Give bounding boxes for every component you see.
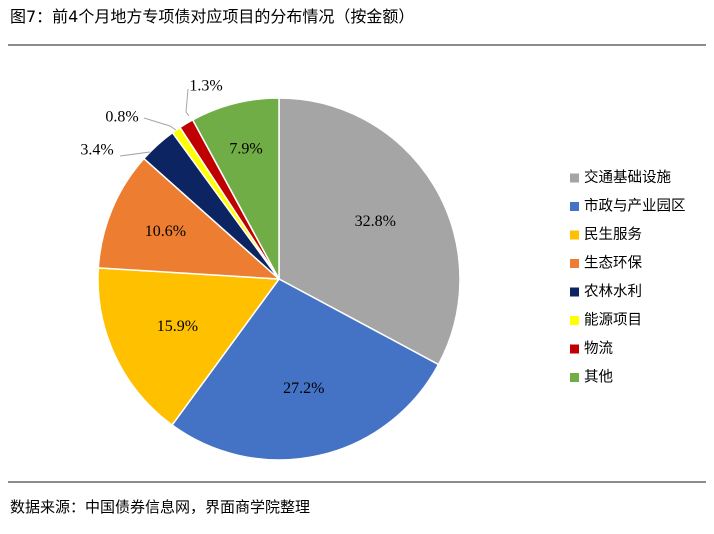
source-note: 数据来源：中国债券信息网，界面商学院整理 [10,498,311,516]
legend-swatch-eco [570,259,579,268]
data-label-livelihood: 15.9% [157,318,198,335]
legend-swatch-other [570,373,579,382]
pie-slice-eco [97,157,280,280]
leader-lines [119,88,190,157]
legend-swatch-livelihood [570,230,579,240]
data-labels: 32.8% 27.2% 15.9% 10.6% 3.4% 0.8% 1.3% 7.9% [80,78,396,397]
legend-swatch-municipal [570,202,579,211]
pie-slice-transport [278,97,461,366]
leader-line-logistics [185,88,190,117]
legend-swatch-energy [570,316,579,325]
data-label-transport: 32.8% [355,213,396,230]
legend-label-energy: 能源项目 [584,312,642,329]
data-label-agri-water: 3.4% [80,142,113,159]
figure-title: 图7：前4个月地方专项债对应项目的分布情况（按金额） [10,7,415,26]
legend-swatch-logistics [570,344,579,354]
legend-swatch-agri-water [570,287,579,297]
legend-label-municipal: 市政与产业园区 [584,198,686,215]
legend-label-agri-water: 农林水利 [584,283,642,300]
title-divider [8,44,706,46]
data-label-logistics: 1.3% [189,78,222,95]
legend-label-logistics: 物流 [584,340,613,357]
data-label-other: 7.9% [229,141,262,158]
data-label-municipal: 27.2% [283,380,324,397]
data-label-eco: 10.6% [145,223,186,240]
legend-label-transport: 交通基础设施 [584,168,671,186]
pie-slice-other [191,97,280,280]
data-label-energy: 0.8% [105,109,138,126]
legend-label-other: 其他 [584,369,613,386]
legend-label-livelihood: 民生服务 [584,226,642,243]
leader-line-energy [143,117,177,131]
legend-label-eco: 生态环保 [584,255,642,272]
source-divider [8,481,706,483]
legend-swatch-transport [570,173,579,183]
pie-slice-livelihood [97,267,280,426]
pie-slices [97,97,461,461]
leader-line-agri-water [119,151,151,157]
pie-slice-municipal [171,278,440,461]
